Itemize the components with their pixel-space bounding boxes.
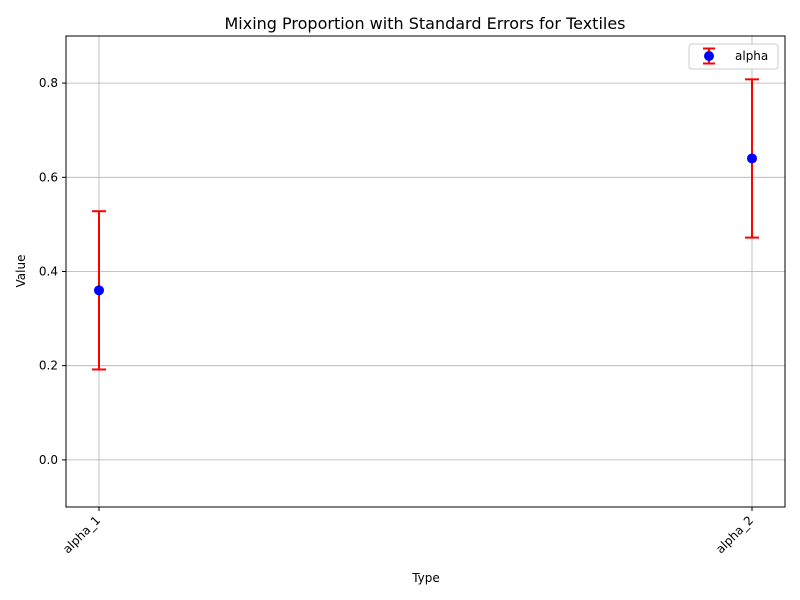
data-points: [94, 153, 757, 296]
data-point: [747, 153, 757, 164]
y-ticks: 0.0 0.2 0.4 0.6 0.8: [39, 76, 66, 467]
y-tick-label: 0.2: [39, 359, 58, 373]
legend: alpha: [688, 43, 779, 70]
error-bars: [92, 78, 759, 371]
y-tick-label: 0.6: [39, 170, 58, 184]
y-tick-label: 0.0: [39, 453, 58, 467]
legend-marker: [704, 51, 714, 61]
grid: [66, 36, 785, 507]
y-tick-label: 0.8: [39, 76, 58, 90]
x-tick-label: alpha_1: [60, 513, 103, 556]
x-ticks: alpha_1 alpha_2: [60, 507, 756, 556]
legend-label: alpha: [735, 49, 768, 63]
chart-title: Mixing Proportion with Standard Errors f…: [224, 14, 625, 33]
x-axis-label: Type: [411, 571, 440, 585]
y-tick-label: 0.4: [39, 265, 58, 279]
x-tick-label: alpha_2: [713, 513, 756, 556]
data-point: [94, 285, 104, 296]
y-axis-label: Value: [14, 255, 28, 288]
